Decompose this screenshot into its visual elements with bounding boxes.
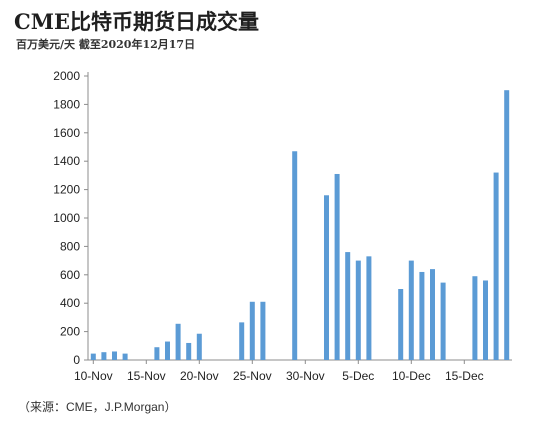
bar	[355, 260, 361, 360]
y-tick-label: 400	[60, 296, 80, 310]
bars	[90, 90, 510, 360]
bar	[260, 301, 266, 360]
x-tick-label: 20-Nov	[180, 369, 219, 383]
bar	[196, 333, 202, 360]
bar	[472, 276, 478, 360]
y-tick-label: 1000	[53, 211, 80, 225]
bar	[345, 252, 351, 360]
bar	[90, 353, 96, 360]
source-note: （来源：CME，J.P.Morgan）	[18, 400, 177, 414]
y-tick-label: 1200	[53, 183, 80, 197]
bar	[112, 351, 117, 360]
x-tick-label: 10-Nov	[74, 369, 113, 383]
bar	[398, 289, 404, 360]
y-tick-label: 1800	[53, 97, 80, 111]
bar	[292, 151, 298, 360]
x-tick-label: 10-Dec	[392, 369, 431, 383]
bar	[122, 353, 128, 360]
y-tick-label: 2000	[53, 69, 80, 83]
bar	[366, 256, 372, 360]
y-tick-label: 800	[60, 239, 80, 253]
y-tick-label: 1600	[53, 126, 80, 140]
y-tick-label: 0	[73, 353, 80, 367]
bar	[249, 301, 255, 360]
x-axis: 10-Nov 15-Nov 20-Nov 25-Nov 30-Nov 5-Dec 10-De…	[74, 359, 512, 383]
bar	[440, 282, 446, 360]
bar	[334, 173, 340, 360]
x-tick-label: 25-Nov	[233, 369, 272, 383]
x-tick-label: 15-Dec	[445, 369, 484, 383]
bar	[165, 341, 170, 360]
bar	[483, 280, 488, 360]
bar	[493, 172, 499, 360]
x-tick-label: 5-Dec	[342, 369, 374, 383]
bar	[154, 347, 160, 360]
chart-subtitle: 百万美元/天 截至2020年12月17日	[16, 38, 196, 51]
chart-title: CME比特币期货日成交量	[14, 9, 259, 34]
x-tick-label: 30-Nov	[286, 369, 325, 383]
y-tick-label: 1400	[53, 154, 80, 168]
bar	[408, 260, 414, 360]
bar	[239, 322, 245, 360]
y-axis: 0 200 400 600 800 1000 1200 1400 1600 1800 2000	[53, 69, 89, 367]
bar	[101, 352, 107, 360]
bar	[324, 195, 329, 360]
y-tick-label: 200	[60, 325, 80, 339]
bar	[430, 269, 435, 360]
bar	[186, 342, 192, 360]
x-tick-label: 15-Nov	[127, 369, 166, 383]
y-tick-label: 600	[60, 268, 80, 282]
bar	[419, 271, 425, 360]
bar	[504, 90, 510, 360]
bar	[175, 323, 181, 360]
